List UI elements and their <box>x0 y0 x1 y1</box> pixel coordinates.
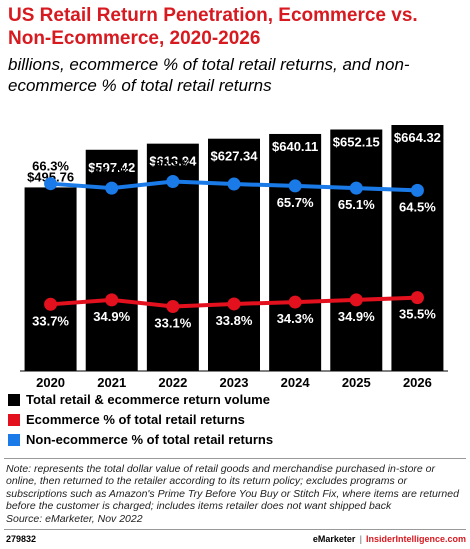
non-ecommerce-point-2024 <box>288 179 302 193</box>
bar-label-2026: $664.32 <box>394 130 441 145</box>
bar-label-2024: $640.11 <box>272 139 318 154</box>
non-ecommerce-point-2022 <box>166 174 180 188</box>
legend-label-total-volume: Total retail & ecommerce return volume <box>26 392 270 407</box>
non-ecommerce-label-2026: 64.5% <box>399 199 436 214</box>
bar-label-2025: $652.15 <box>333 135 380 150</box>
bar-2026 <box>391 125 444 371</box>
ecommerce-point-2022 <box>166 300 180 314</box>
chart-title: US Retail Return Penetration, Ecommerce … <box>8 5 418 49</box>
non-ecommerce-label-2023: 66.2% <box>216 159 253 174</box>
source-text: Source: eMarketer, Nov 2022 <box>6 512 143 525</box>
non-ecommerce-point-2021 <box>105 181 119 195</box>
non-ecommerce-point-2023 <box>227 177 241 191</box>
bar-label-2022: $613.94 <box>149 154 197 169</box>
legend-swatch-black <box>8 394 20 406</box>
chart-subtitle: billions, ecommerce % of total retail re… <box>8 55 410 95</box>
note-block: Note: represents the total dollar value … <box>6 463 468 525</box>
non-ecommerce-point-2026 <box>410 183 424 197</box>
ecommerce-label-2024: 34.3% <box>277 311 314 326</box>
legend-swatch-red <box>8 414 20 426</box>
non-ecommerce-label-2025: 65.1% <box>338 197 375 212</box>
bar-label-2021: $597.42 <box>88 160 135 175</box>
x-tick-label-2026: 2026 <box>403 375 432 390</box>
x-tick-label-2020: 2020 <box>36 375 65 390</box>
bar-label-2020: $495.76 <box>27 169 74 184</box>
non-ecommerce-label-2020: 66.3% <box>32 159 69 174</box>
non-ecommerce-label-2024: 65.7% <box>277 195 314 210</box>
ecommerce-label-2026: 35.5% <box>399 307 436 322</box>
non-ecommerce-label-2021: 65.1% <box>93 164 130 179</box>
x-tick-label-2022: 2022 <box>158 375 187 390</box>
ecommerce-point-2025 <box>349 293 363 307</box>
bar-2020 <box>24 187 77 371</box>
legend-swatch-blue <box>8 434 20 446</box>
legend-label-non-ecommerce: Non-ecommerce % of total retail returns <box>26 432 274 447</box>
x-tick-label-2023: 2023 <box>220 375 249 390</box>
ecommerce-label-2020: 33.7% <box>32 313 69 328</box>
ecommerce-label-2025: 34.9% <box>338 309 375 324</box>
combo-chart: $495.76 $597.42 $613.94 $627.34 $640.11 $652.… <box>20 125 448 390</box>
ecommerce-label-2021: 34.9% <box>93 309 130 324</box>
brand-insider-intelligence: InsiderIntelligence.com <box>365 534 466 544</box>
footer: 279832 eMarketer | InsiderIntelligence.com <box>6 531 466 547</box>
non-ecommerce-point-2025 <box>349 181 363 195</box>
ecommerce-point-2021 <box>105 293 119 307</box>
bar-2024 <box>269 133 322 371</box>
ecommerce-point-2026 <box>410 291 424 305</box>
ecommerce-point-2020 <box>44 297 58 311</box>
footer-brand: eMarketer | InsiderIntelligence.com <box>313 531 466 547</box>
bar-label-2023: $627.34 <box>211 149 259 164</box>
ecommerce-label-2022: 33.1% <box>154 316 191 331</box>
ecommerce-point-2024 <box>288 295 302 309</box>
bar-2023 <box>208 138 260 371</box>
note-divider <box>4 458 466 459</box>
bar-2025 <box>330 129 383 371</box>
legend-label-ecommerce: Ecommerce % of total retail returns <box>26 412 245 427</box>
brand-separator: | <box>359 534 362 544</box>
x-tick-label-2024: 2024 <box>281 375 311 390</box>
non-ecommerce-point-2020 <box>44 177 58 191</box>
chart-id: 279832 <box>6 534 37 544</box>
non-ecommerce-label-2022: 66.9% <box>154 156 191 171</box>
note-text: Note: represents the total dollar value … <box>6 463 459 513</box>
ecommerce-point-2023 <box>227 297 241 311</box>
x-tick-label-2021: 2021 <box>97 375 126 390</box>
brand-emarketer: eMarketer <box>312 534 356 544</box>
footer-divider <box>4 529 466 530</box>
ecommerce-label-2023: 33.8% <box>216 313 253 328</box>
x-tick-label-2025: 2025 <box>342 375 371 390</box>
